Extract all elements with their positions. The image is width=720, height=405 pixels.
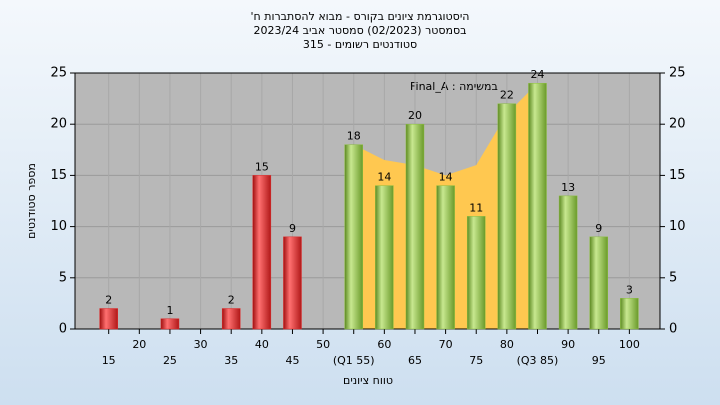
x-tick-label: (Q3 85)	[517, 354, 559, 367]
x-tick-label: 95	[592, 354, 606, 367]
bar	[497, 103, 517, 330]
value-label: 9	[595, 222, 602, 235]
bar	[160, 318, 180, 330]
bar	[252, 175, 272, 330]
bar	[436, 185, 455, 330]
y-tick-label: 15	[50, 168, 67, 183]
bar	[528, 82, 547, 330]
value-label: 9	[289, 222, 296, 235]
bar	[558, 195, 578, 330]
x-tick-label: 30	[194, 338, 208, 351]
value-label: 14	[377, 171, 391, 184]
x-tick-label: 50	[316, 338, 330, 351]
value-label: 15	[255, 160, 269, 173]
y-tick-label: 20	[50, 117, 67, 132]
x-tick-label: 60	[377, 338, 391, 351]
y2-tick-label: 15	[669, 168, 686, 183]
y-tick-label: 10	[50, 219, 67, 234]
value-label: 13	[561, 181, 575, 194]
y-tick-label: 25	[50, 66, 67, 81]
y2-tick-label: 0	[669, 322, 677, 337]
bar	[221, 308, 241, 330]
value-label: 2	[228, 294, 235, 307]
x-tick-label: 80	[500, 338, 514, 351]
value-label: 24	[530, 68, 544, 81]
legend-label: במשימה : Final_A	[410, 80, 498, 93]
x-tick-label: 15	[102, 354, 116, 367]
value-label: 18	[347, 130, 361, 143]
x-tick-label: 20	[132, 338, 146, 351]
x-tick-label: 100	[619, 338, 640, 351]
x-tick-label: 35	[224, 354, 238, 367]
x-tick-label: 40	[255, 338, 269, 351]
bar	[344, 144, 363, 330]
bar	[466, 216, 486, 330]
title-line: בסמסטר (02/2023) סמסטר אביב 2023/24	[253, 24, 466, 37]
value-label: 1	[166, 304, 173, 317]
value-label: 20	[408, 109, 422, 122]
x-tick-label: 75	[469, 354, 483, 367]
bar	[375, 185, 394, 330]
y2-tick-label: 10	[669, 219, 686, 234]
y-tick-label: 5	[59, 270, 67, 285]
value-label: 3	[626, 283, 633, 296]
x-axis-label: טווח ציונים	[343, 374, 393, 387]
value-label: 14	[439, 171, 453, 184]
x-tick-label: 45	[285, 354, 299, 367]
x-tick-label: 90	[561, 338, 575, 351]
x-tick-label: (Q1 55)	[333, 354, 375, 367]
bar	[405, 123, 425, 330]
value-label: 11	[469, 201, 483, 214]
title-line: היסטוגרמת ציונים בקורס - מבוא להסתברות ח…	[251, 10, 470, 23]
x-tick-label: 70	[439, 338, 453, 351]
y-axis-label: מספר סטודנטים	[25, 163, 38, 239]
bar	[283, 236, 302, 330]
y2-tick-label: 25	[669, 66, 686, 81]
value-label: 22	[500, 89, 514, 102]
y-tick-label: 0	[59, 322, 67, 337]
x-tick-label: 65	[408, 354, 422, 367]
x-tick-label: 25	[163, 354, 177, 367]
bar	[589, 236, 608, 330]
y2-tick-label: 20	[669, 117, 686, 132]
title-line: סטודנטים רשומים - 315	[303, 38, 417, 51]
value-label: 2	[105, 294, 112, 307]
y2-tick-label: 5	[669, 270, 677, 285]
bar	[99, 308, 118, 330]
bar	[620, 298, 639, 330]
